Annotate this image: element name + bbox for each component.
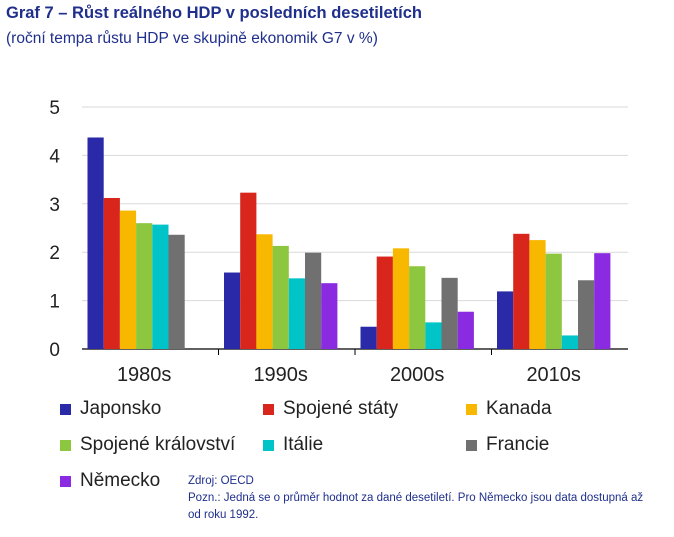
bar (441, 277, 458, 349)
chart-title: Graf 7 – Růst reálného HDP v posledních … (6, 4, 422, 22)
bar (321, 283, 338, 349)
source-note: Zdroj: OECD (188, 475, 254, 487)
footnote-line-1: Pozn.: Jedná se o průměr hodnot za dané … (188, 492, 644, 504)
bar (376, 256, 393, 349)
x-axis-ticks: 1980s 1990s 2000s 2010s (117, 349, 581, 386)
bar (288, 278, 305, 349)
legend-label: Itálie (283, 434, 324, 455)
bar (409, 266, 426, 349)
chart-subtitle: (roční tempa růstu HDP ve skupině ekonom… (6, 30, 378, 47)
y-tick-label: 0 (49, 340, 60, 361)
legend-label: Kanada (486, 398, 552, 419)
bar (545, 253, 562, 349)
legend-swatch (60, 403, 71, 415)
x-tick-label: 1980s (117, 364, 172, 386)
legend-label: Spojené státy (283, 398, 399, 419)
legend-swatch (263, 403, 274, 415)
legend-label: Japonsko (80, 398, 162, 419)
bar (305, 252, 322, 349)
x-tick-label: 2010s (526, 364, 581, 386)
y-axis-ticks: 0 1 2 3 4 5 (49, 98, 60, 361)
bar (561, 335, 578, 349)
bars (87, 137, 611, 349)
legend-swatch (466, 439, 477, 451)
bar (87, 137, 104, 349)
y-tick-label: 5 (49, 98, 60, 119)
chart-notes: Zdroj: OECD Pozn.: Jedná se o průměr hod… (188, 473, 643, 524)
bar (103, 197, 120, 349)
legend-item-francie: Francie (466, 434, 549, 456)
legend-swatch (60, 475, 71, 487)
bar (224, 272, 241, 349)
legend-item-spojene-staty: Spojené státy (263, 398, 398, 420)
y-tick-label: 3 (49, 195, 60, 216)
legend-swatch (60, 439, 71, 451)
x-tick-label: 2000s (390, 364, 445, 386)
bar (594, 253, 611, 349)
bar-chart: 0 1 2 3 4 5 1980s 1990s 2000s 2010s (49, 98, 628, 386)
bar (272, 245, 289, 349)
bar (119, 210, 137, 349)
y-tick-label: 1 (49, 292, 60, 313)
bar (360, 326, 377, 349)
footnote-line-2: od roku 1992. (188, 509, 259, 521)
bar (136, 223, 153, 349)
legend-swatch (263, 439, 274, 451)
bar (513, 233, 530, 349)
legend-item-kanada: Kanada (466, 398, 552, 420)
bar (240, 192, 257, 349)
y-tick-label: 4 (49, 146, 60, 167)
bar (168, 234, 185, 349)
legend-item-nemecko: Německo (60, 470, 160, 492)
legend-item-japonsko: Japonsko (60, 398, 161, 420)
legend: Japonsko Spojené státy Kanada Spojené kr… (60, 398, 580, 508)
x-tick-label: 1990s (253, 364, 308, 386)
legend-item-italie: Itálie (263, 434, 323, 456)
bar (497, 291, 514, 349)
bar (578, 280, 595, 349)
bar (529, 240, 546, 349)
bar (256, 234, 273, 349)
y-tick-label: 2 (49, 243, 60, 264)
legend-label: Francie (486, 434, 550, 455)
bar (392, 248, 410, 349)
legend-item-spojene-kralovstvi: Spojené království (60, 434, 235, 456)
bar (152, 224, 169, 349)
bar (425, 322, 442, 349)
legend-label: Německo (80, 470, 161, 491)
legend-label: Spojené království (80, 434, 236, 455)
bar (457, 311, 474, 349)
legend-swatch (466, 403, 477, 415)
